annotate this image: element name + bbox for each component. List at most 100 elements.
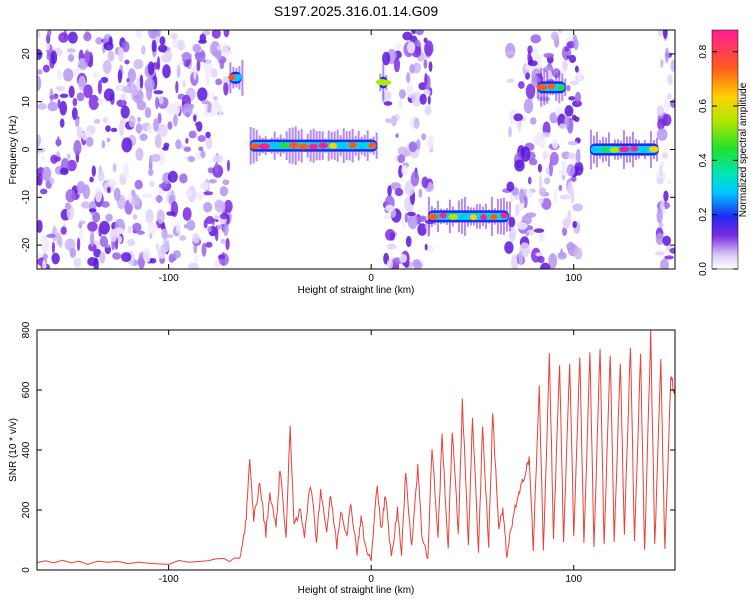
noise-blob <box>218 104 223 116</box>
noise-blob <box>93 118 101 124</box>
noise-blob <box>113 187 121 201</box>
noise-blob <box>406 72 411 84</box>
noise-blob <box>533 228 545 233</box>
noise-blob <box>198 146 204 152</box>
noise-blob <box>413 117 420 130</box>
noise-blob <box>395 42 402 50</box>
noise-blob <box>39 188 48 195</box>
noise-blob <box>57 98 61 109</box>
noise-blob <box>167 121 173 130</box>
noise-blob <box>83 31 92 42</box>
noise-blob <box>160 228 168 240</box>
noise-blob <box>60 226 67 235</box>
noise-blob <box>552 138 559 150</box>
noise-blob <box>545 167 550 175</box>
noise-blob <box>222 223 229 236</box>
noise-blob <box>55 85 66 91</box>
noise-blob <box>76 126 83 139</box>
noise-blob <box>664 246 669 253</box>
noise-blob <box>76 92 85 102</box>
snr-ytick-label: 0 <box>21 567 32 573</box>
noise-blob <box>200 150 206 159</box>
noise-blob <box>562 227 568 237</box>
noise-blob <box>225 238 230 251</box>
spectrogram-xtick-label: 0 <box>368 273 374 284</box>
noise-blob <box>37 172 43 186</box>
noise-blob <box>194 254 199 264</box>
ridge-peak <box>439 212 447 219</box>
noise-blob <box>66 153 71 160</box>
noise-blob <box>156 123 168 138</box>
noise-blob <box>85 136 94 147</box>
noise-blob <box>219 185 229 197</box>
ridge-peak <box>536 84 548 91</box>
noise-blob <box>37 48 43 60</box>
noise-blob <box>91 165 96 177</box>
noise-blob <box>147 61 155 76</box>
noise-blob <box>203 59 213 74</box>
noise-blob <box>194 121 200 127</box>
noise-blob <box>37 69 43 75</box>
noise-blob <box>179 235 187 241</box>
noise-blob <box>662 113 672 127</box>
noise-blob <box>153 90 164 95</box>
noise-blob <box>655 232 664 245</box>
noise-blob <box>179 173 188 184</box>
noise-blob <box>408 141 418 153</box>
ridge-peak <box>458 213 469 220</box>
snr-xtick-label: 0 <box>368 574 374 585</box>
noise-blob <box>120 252 132 263</box>
ridge-peak <box>269 141 280 148</box>
noise-blob <box>427 135 435 150</box>
ridge-core <box>428 212 508 220</box>
noise-blob <box>509 192 513 205</box>
noise-blob <box>223 30 230 38</box>
noise-blob <box>384 214 391 220</box>
noise-blob <box>574 91 581 103</box>
noise-blob <box>398 98 403 110</box>
noise-blob <box>558 184 563 191</box>
noise-blob <box>120 105 130 119</box>
noise-blob <box>205 216 215 225</box>
noise-blob <box>181 52 192 60</box>
noise-blob <box>99 236 109 248</box>
noise-blob <box>74 117 80 128</box>
noise-blob <box>42 64 50 73</box>
noise-blob <box>404 212 408 223</box>
noise-blob <box>166 234 174 239</box>
noise-blob <box>207 226 212 233</box>
noise-blob <box>527 60 538 67</box>
colorbar-label: Normalized spectral amplitude <box>738 82 749 217</box>
noise-blob <box>135 122 143 134</box>
colorbar-gradient <box>711 29 739 270</box>
noise-blob <box>41 155 45 161</box>
noise-blob <box>662 235 672 246</box>
ridge-peak <box>379 79 392 86</box>
noise-blob <box>528 158 538 166</box>
noise-blob <box>47 30 52 37</box>
noise-blob <box>566 164 576 177</box>
noise-blob <box>537 255 545 264</box>
noise-blob <box>424 105 432 116</box>
noise-blob <box>37 152 41 157</box>
noise-blob <box>73 139 82 156</box>
noise-blob <box>549 151 559 166</box>
noise-blob <box>656 105 665 117</box>
noise-blob <box>122 163 130 178</box>
noise-blob <box>516 221 528 230</box>
noise-blob <box>562 59 568 72</box>
noise-blob <box>214 162 219 174</box>
noise-blob <box>525 72 531 80</box>
noise-blob <box>148 168 154 176</box>
noise-blob <box>182 80 187 88</box>
noise-blob <box>540 262 551 269</box>
noise-blob <box>538 197 544 205</box>
ridge-peak <box>470 214 477 221</box>
noise-blob <box>203 202 213 213</box>
noise-blob <box>84 50 91 64</box>
noise-blob <box>399 253 407 263</box>
noise-blob <box>386 259 394 269</box>
ridge-peak <box>288 142 299 149</box>
noise-blob <box>97 80 102 95</box>
noise-blob <box>557 169 568 175</box>
